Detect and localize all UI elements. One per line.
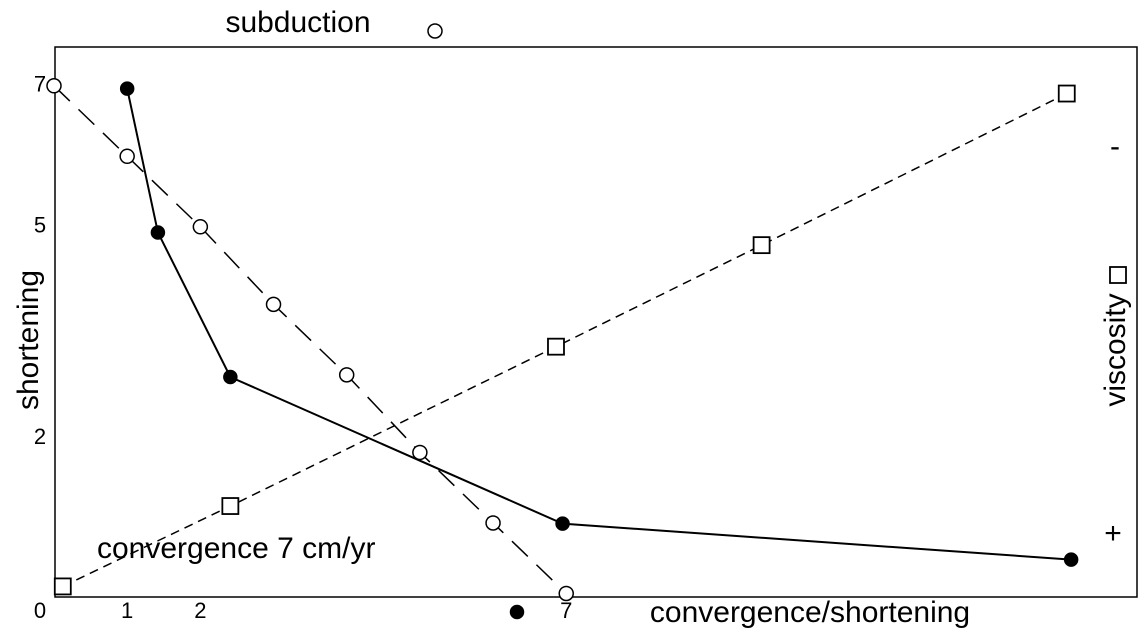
data-point <box>752 236 771 255</box>
legend-label: convergence/shortening <box>650 596 970 629</box>
x-tick-label: 2 <box>194 598 206 623</box>
data-point <box>1063 552 1079 567</box>
legend-marker <box>1109 266 1127 284</box>
annotation: - <box>1110 130 1120 163</box>
legend-label: viscosity <box>1099 293 1132 406</box>
y-tick-label: 7 <box>34 72 46 97</box>
series-line <box>126 88 1072 561</box>
legend-marker <box>427 23 443 39</box>
data-point <box>485 515 501 531</box>
data-point <box>1057 84 1076 103</box>
data-point <box>547 337 565 356</box>
data-point <box>412 444 428 461</box>
data-point <box>555 516 570 531</box>
plot-frame <box>54 46 1138 598</box>
data-point <box>265 296 282 313</box>
x-tick-label: 0 <box>34 598 46 623</box>
data-point <box>192 219 209 235</box>
data-point <box>150 225 166 240</box>
y-tick-label: 2 <box>34 424 46 449</box>
legend-label: subduction <box>225 6 370 39</box>
y-tick-label: 5 <box>34 213 46 238</box>
annotation: convergence 7 cm/yr <box>97 532 375 565</box>
data-point <box>223 369 238 385</box>
y-axis-label: shortening <box>12 270 45 410</box>
data-point <box>119 81 135 96</box>
x-tick-label: 7 <box>560 598 572 623</box>
x-tick-label: 1 <box>121 598 133 623</box>
data-point <box>46 78 62 94</box>
data-point <box>221 497 240 515</box>
series-line <box>53 85 567 595</box>
data-point <box>558 585 574 602</box>
data-point <box>338 367 355 383</box>
data-point <box>119 148 135 165</box>
annotation: + <box>1104 517 1122 550</box>
legend-marker <box>509 604 525 620</box>
data-point <box>53 577 72 596</box>
